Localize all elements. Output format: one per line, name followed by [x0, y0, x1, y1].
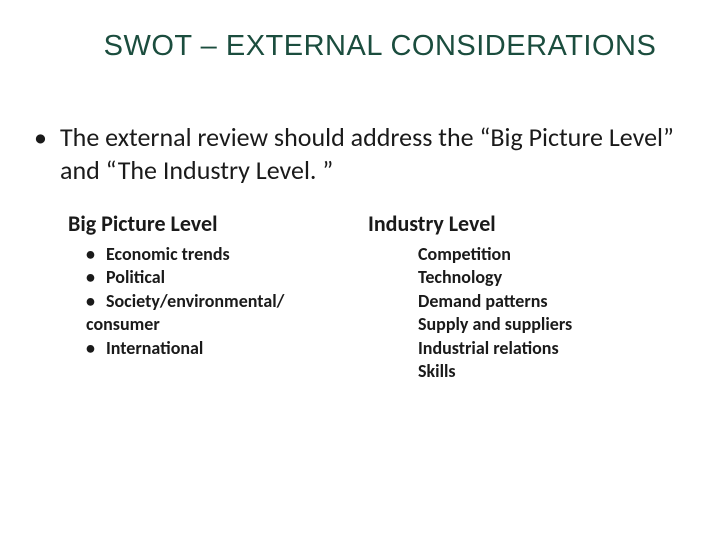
- intro-bullet: •: [34, 121, 60, 153]
- left-items: • Economic trends • Political • Society/…: [86, 243, 368, 360]
- item-wrap: consumer: [86, 313, 368, 336]
- intro-row: • The external review should address the…: [40, 121, 680, 186]
- item-text: Economic trends: [106, 243, 230, 266]
- item-text: International: [106, 337, 203, 360]
- bullet-icon: •: [86, 266, 106, 289]
- bullet-icon: •: [86, 243, 106, 266]
- slide: SWOT – EXTERNAL CONSIDERATIONS • The ext…: [0, 0, 720, 540]
- list-item: • International: [86, 337, 368, 360]
- columns: Big Picture Level • Economic trends • Po…: [40, 210, 680, 383]
- left-heading: Big Picture Level: [68, 210, 368, 237]
- item-text: Society/environmental/: [106, 290, 284, 313]
- item-text: Industrial relations: [418, 337, 648, 360]
- column-left: Big Picture Level • Economic trends • Po…: [68, 210, 368, 383]
- item-text: Technology: [418, 266, 648, 289]
- right-heading: Industry Level: [368, 210, 648, 237]
- item-text: Supply and suppliers: [418, 313, 648, 336]
- list-item: • Economic trends: [86, 243, 368, 266]
- bullet-icon: •: [86, 290, 106, 313]
- list-item: • Society/environmental/: [86, 290, 368, 313]
- list-item: • Political: [86, 266, 368, 289]
- item-text: Competition: [418, 243, 648, 266]
- item-text: Political: [106, 266, 165, 289]
- column-right: Industry Level Competition Technology De…: [368, 210, 648, 383]
- slide-title: SWOT – EXTERNAL CONSIDERATIONS: [80, 30, 680, 63]
- intro-text: The external review should address the “…: [60, 121, 680, 186]
- item-text: Skills: [418, 360, 648, 383]
- bullet-icon: •: [86, 337, 106, 360]
- right-items: Competition Technology Demand patterns S…: [418, 243, 648, 383]
- item-text: Demand patterns: [418, 290, 648, 313]
